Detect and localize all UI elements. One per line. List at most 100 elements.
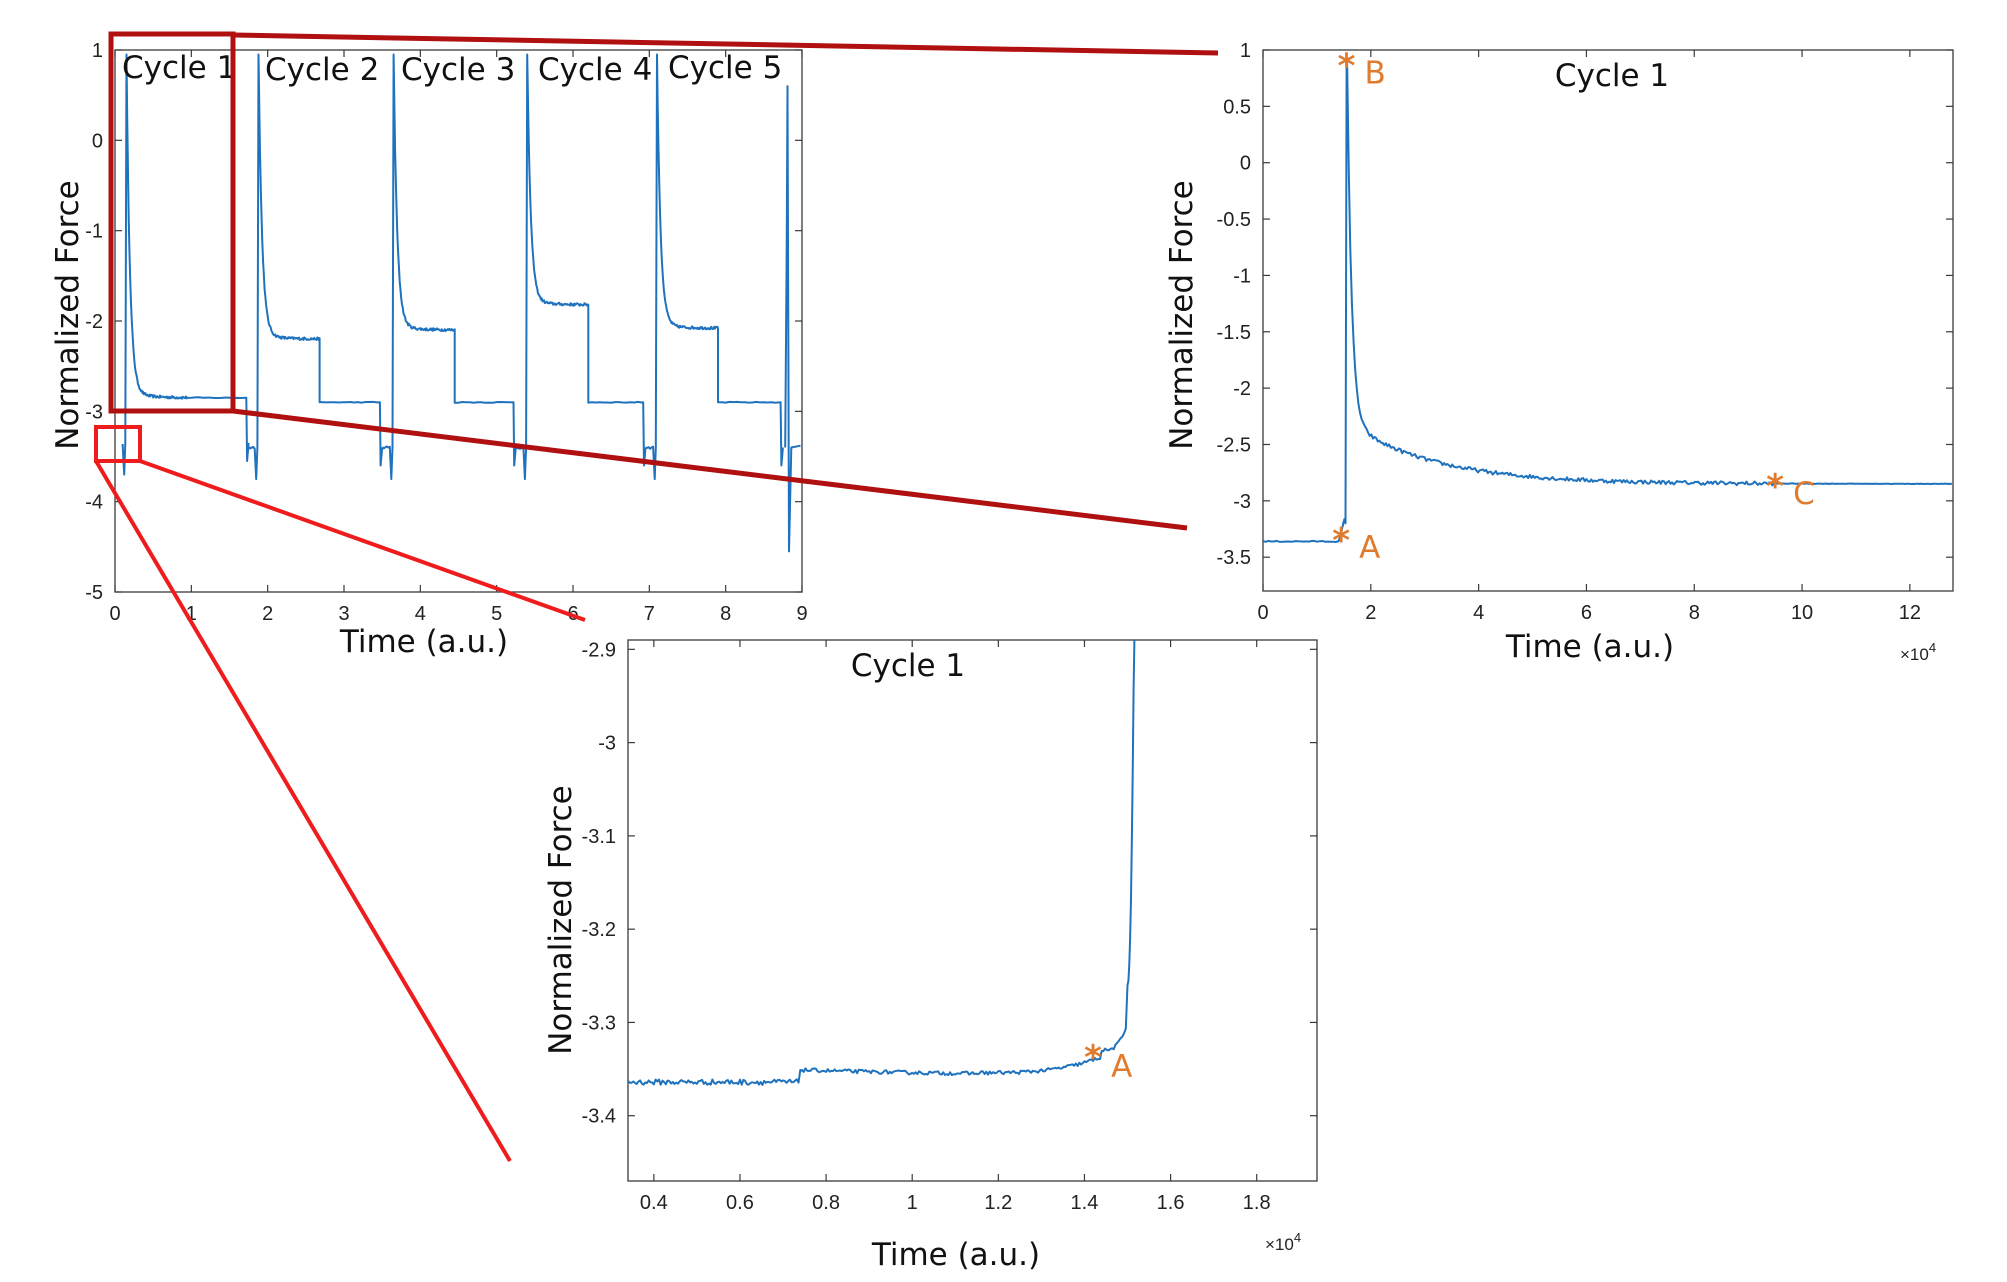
marker-label-c: C [1793, 476, 1815, 512]
y-tick-label: -3.4 [582, 1106, 616, 1128]
cycle1-series-line [1262, 60, 1953, 543]
overview-cycle-4-label: Cycle 4 [538, 52, 652, 88]
x-tick-label: 1.2 [984, 1192, 1012, 1214]
y-tick-label: -2 [1233, 378, 1251, 400]
x-tick-label: 1.8 [1243, 1192, 1271, 1214]
y-tick-label: -2.9 [582, 639, 616, 661]
zoom-connector-top [232, 32, 1219, 56]
x-tick-label: 0 [109, 603, 120, 625]
y-tick-label: -1 [85, 221, 103, 243]
x-tick-label: 8 [1689, 602, 1700, 624]
cycle1-x-axis-label: Time (a.u.) [1505, 629, 1674, 665]
cycle1-zoom-chart: 0.4 0.6 0.8 1 1.2 1.4 1.6 1.8 -2.9 -3 -3.1 -3.2 -3.3… [543, 639, 1318, 1273]
y-tick-label: -3.3 [582, 1012, 616, 1034]
x-tick-label: 1.6 [1157, 1192, 1185, 1214]
overview-chart: 012345678910-1-2-3-4-5 Cycle 1 Cycle 2 C… [50, 40, 808, 660]
y-tick-label: -1 [1233, 265, 1251, 287]
y-tick-label: -2.5 [1217, 434, 1251, 456]
x-tick-label: 0.4 [640, 1192, 668, 1214]
marker-star: * [1332, 521, 1350, 561]
cycle1-title: Cycle 1 [1555, 58, 1669, 94]
overview-cycle-3-label: Cycle 3 [401, 52, 515, 88]
x-tick-label: 8 [720, 603, 731, 625]
x-tick-label: 0.6 [726, 1192, 754, 1214]
cycle1-zoom-ticks: 0.4 0.6 0.8 1 1.2 1.4 1.6 1.8 -2.9 -3 -3.1 -3.2 -3.3… [582, 639, 1317, 1214]
overview-cycle-line [645, 53, 784, 481]
zoom-connector-upper [139, 459, 586, 622]
x-tick-label: 1 [186, 603, 197, 625]
zoom-indicators [94, 31, 1219, 1163]
cycle1-series [1262, 60, 1953, 543]
y-tick-label: 0 [92, 130, 103, 152]
overview-final-spike [784, 85, 801, 553]
overview-cycle-line [247, 53, 384, 481]
cycle1-markers: * A* B* C [1332, 47, 1814, 567]
x-tick-label: 2 [1365, 602, 1376, 624]
x-tick-label: 9 [796, 603, 807, 625]
cycle1-zoom-title: Cycle 1 [851, 648, 965, 684]
x-tick-label: 0.8 [812, 1192, 840, 1214]
cycle1-zoom-x-multiplier: ×104 [1265, 1230, 1301, 1254]
cycle1-zoom-axes-frame [627, 639, 1318, 1182]
x-tick-label: 10 [1791, 602, 1813, 624]
y-tick-label: 1 [1240, 40, 1251, 62]
cycle1-zoom-series [627, 639, 1136, 1086]
zoom-box-baseline [94, 425, 142, 463]
x-tick-label: 1 [907, 1192, 918, 1214]
zoom-connector-bottom [232, 408, 1188, 531]
y-tick-label: -3.1 [582, 826, 616, 848]
cycle1-axes-frame [1262, 49, 1954, 592]
x-tick-label: 7 [644, 603, 655, 625]
x-tick-label: 3 [338, 603, 349, 625]
y-tick-label: 1 [92, 40, 103, 62]
y-tick-label: -3 [1233, 491, 1251, 513]
cycle1-x-multiplier: ×104 [1900, 640, 1936, 664]
y-tick-label: -2 [85, 311, 103, 333]
overview-ticks: 012345678910-1-2-3-4-5 [85, 40, 807, 625]
y-tick-label: -3.5 [1217, 547, 1251, 569]
x-tick-label: 2 [262, 603, 273, 625]
overview-cycle-line [515, 53, 647, 481]
overview-y-axis-label: Normalized Force [50, 180, 86, 450]
overview-cycle-line [121, 53, 250, 476]
marker-label-a: A [1359, 530, 1380, 566]
x-tick-label: 4 [1473, 602, 1484, 624]
y-tick-label: -1.5 [1217, 322, 1251, 344]
cycle1-zoom-y-axis-label: Normalized Force [543, 785, 579, 1055]
y-tick-label: -4 [85, 492, 103, 514]
y-tick-label: 0 [1240, 153, 1251, 175]
zoom-box-cycle1 [108, 31, 236, 414]
overview-cycle-2-label: Cycle 2 [265, 52, 379, 88]
overview-axes-frame [114, 49, 803, 593]
cycle1-zoom-markers: * A [1084, 1038, 1132, 1085]
marker-label-b: B [1365, 56, 1386, 92]
marker-label-a: A [1111, 1049, 1132, 1085]
x-tick-label: 5 [491, 603, 502, 625]
y-tick-label: 0.5 [1223, 96, 1251, 118]
y-tick-label: -3 [85, 401, 103, 423]
x-tick-label: 0 [1257, 602, 1268, 624]
cycle1-zoom-series-line [627, 639, 1136, 1086]
overview-cycle-1-label: Cycle 1 [122, 50, 236, 86]
cycle1-zoom-x-axis-label: Time (a.u.) [871, 1237, 1040, 1273]
x-tick-label: 12 [1899, 602, 1921, 624]
overview-cycle-line [381, 53, 517, 481]
x-tick-label: 4 [415, 603, 426, 625]
overview-x-axis-label: Time (a.u.) [339, 624, 508, 660]
marker-star: * [1338, 47, 1356, 87]
y-tick-label: -5 [85, 582, 103, 604]
marker-star: * [1084, 1038, 1102, 1078]
y-tick-label: -0.5 [1217, 209, 1251, 231]
marker-star: * [1766, 467, 1784, 507]
cycle1-y-axis-label: Normalized Force [1164, 180, 1200, 450]
y-tick-label: -3.2 [582, 919, 616, 941]
x-tick-label: 6 [1581, 602, 1592, 624]
x-tick-label: 1.4 [1071, 1192, 1099, 1214]
zoom-connector-lower [94, 459, 512, 1163]
overview-series [121, 53, 801, 553]
cycle1-ticks: 0 2 4 6 8 10 12 1 0.5 0 -0.5 -1 -1.5 -2 -2.5 -3 -3.5 [1217, 40, 1953, 624]
overview-cycle-5-label: Cycle 5 [668, 50, 782, 86]
y-tick-label: -3 [598, 733, 616, 755]
